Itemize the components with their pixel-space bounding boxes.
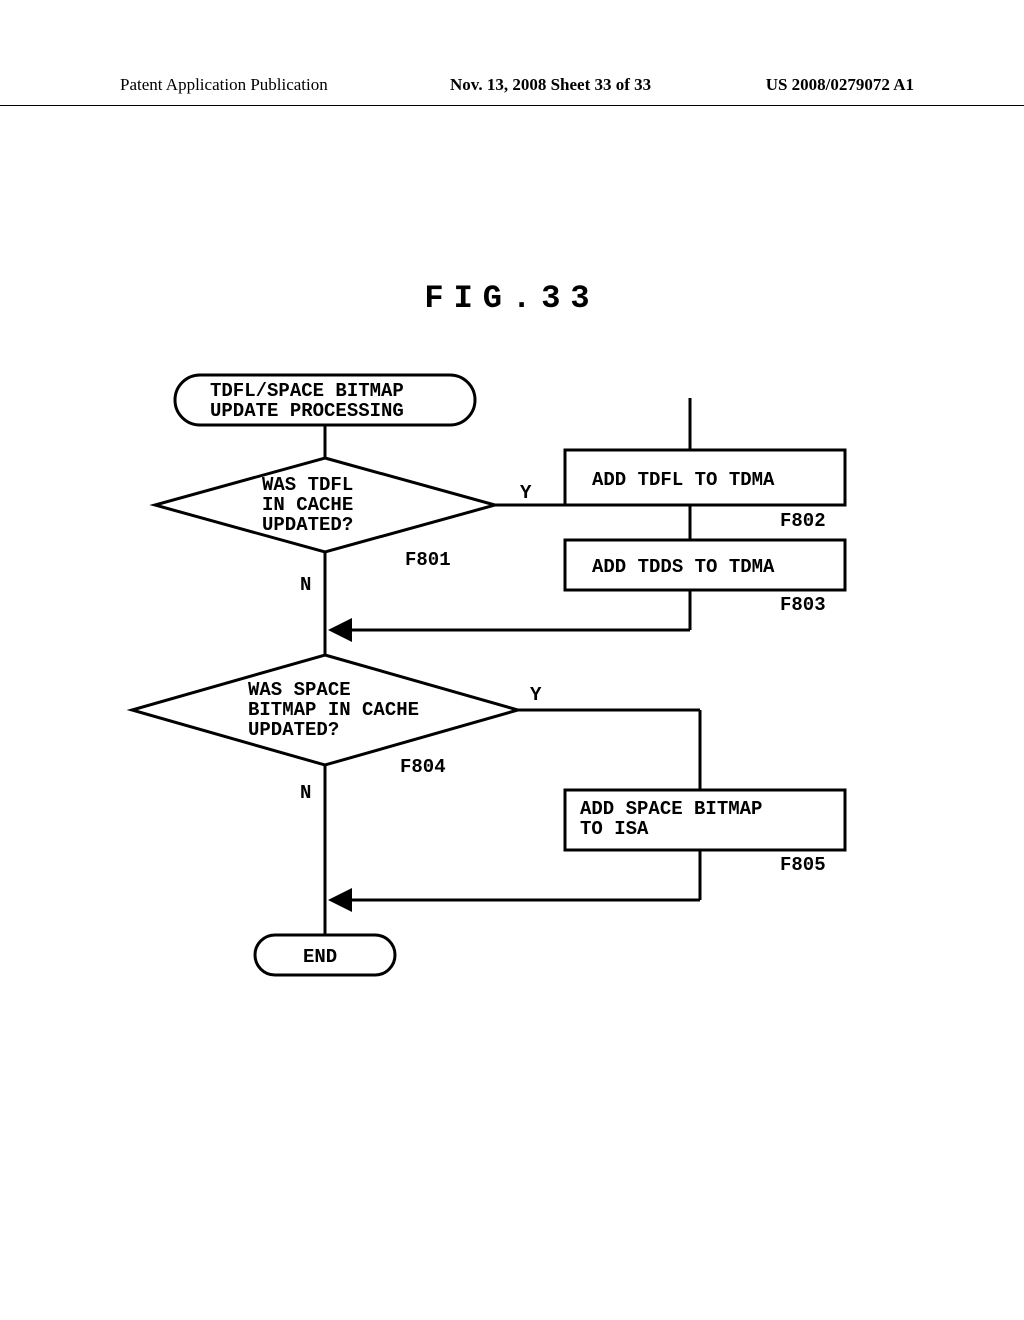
node-decision-2: WAS SPACEBITMAP IN CACHEUPDATED? F804 bbox=[132, 655, 518, 778]
d2-yes: Y bbox=[530, 684, 542, 706]
p1-ref: F802 bbox=[780, 510, 826, 532]
node-process-1: ADD TDFL TO TDMA F802 bbox=[565, 450, 845, 532]
node-process-3: ADD SPACE BITMAPTO ISA F805 bbox=[565, 790, 845, 876]
node-end: END bbox=[255, 935, 395, 975]
header-mid: Nov. 13, 2008 Sheet 33 of 33 bbox=[450, 75, 651, 95]
d1-yes: Y bbox=[520, 482, 532, 504]
page-header: Patent Application Publication Nov. 13, … bbox=[0, 75, 1024, 106]
start-text: TDFL/SPACE BITMAPUPDATE PROCESSING bbox=[210, 380, 404, 422]
d1-no: N bbox=[300, 574, 311, 596]
p2-text: ADD TDDS TO TDMA bbox=[592, 556, 775, 578]
d2-text: WAS SPACEBITMAP IN CACHEUPDATED? bbox=[248, 679, 419, 741]
node-process-2: ADD TDDS TO TDMA F803 bbox=[565, 540, 845, 616]
figure-title: FIG.33 bbox=[0, 280, 1024, 317]
p1-text: ADD TDFL TO TDMA bbox=[592, 469, 775, 491]
flowchart: TDFL/SPACE BITMAPUPDATE PROCESSING WAS T… bbox=[100, 370, 920, 1020]
p3-text: ADD SPACE BITMAPTO ISA bbox=[580, 798, 762, 840]
d1-text: WAS TDFLIN CACHEUPDATED? bbox=[262, 474, 353, 536]
d2-ref: F804 bbox=[400, 756, 446, 778]
node-start: TDFL/SPACE BITMAPUPDATE PROCESSING bbox=[175, 375, 475, 425]
p2-ref: F803 bbox=[780, 594, 826, 616]
end-text: END bbox=[303, 946, 337, 968]
header-left: Patent Application Publication bbox=[120, 75, 328, 95]
d2-no: N bbox=[300, 782, 311, 804]
p3-ref: F805 bbox=[780, 854, 826, 876]
header-right: US 2008/0279072 A1 bbox=[766, 75, 914, 95]
d1-ref: F801 bbox=[405, 549, 451, 571]
